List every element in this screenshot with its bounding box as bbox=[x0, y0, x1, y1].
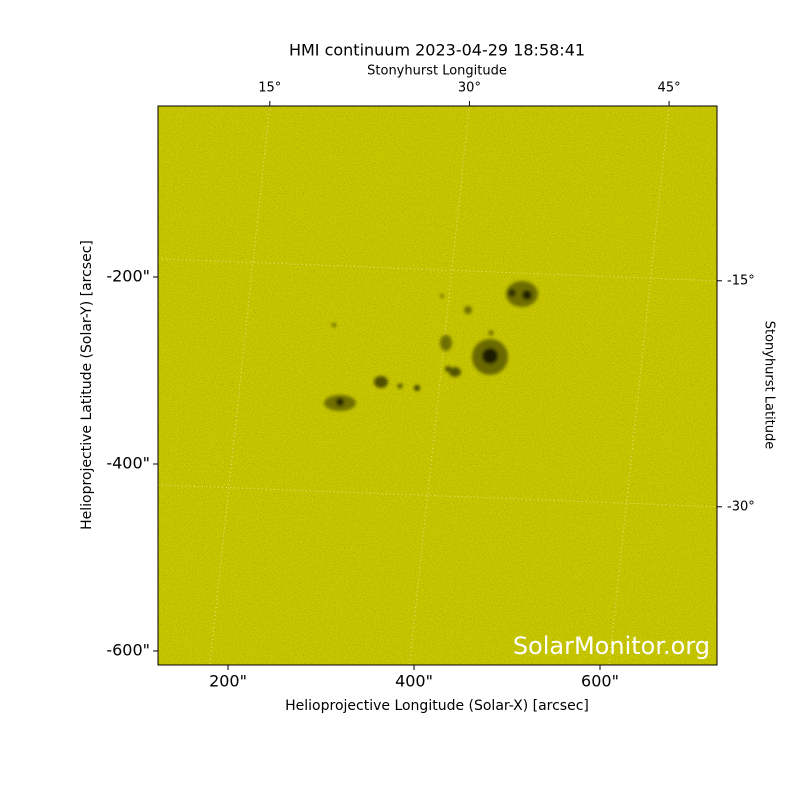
plot-frame bbox=[157, 105, 718, 666]
x-axis-label: Helioprojective Longitude (Solar-X) [arc… bbox=[285, 698, 589, 714]
y2-tick-label: -30° bbox=[727, 499, 755, 514]
y2-axis-label: Stonyhurst Latitude bbox=[762, 321, 777, 450]
y-axis-label: Helioprojective Latitude (Solar-Y) [arcs… bbox=[79, 240, 95, 530]
watermark: SolarMonitor.org bbox=[513, 632, 710, 660]
y2-tick-label: -15° bbox=[727, 273, 755, 288]
x-tick-label: 400" bbox=[395, 672, 433, 691]
sunspots bbox=[324, 281, 538, 411]
y-tick-label: -600" bbox=[106, 640, 150, 659]
chart-title: HMI continuum 2023-04-29 18:58:41 bbox=[289, 41, 585, 60]
x2-tick-label: 45° bbox=[658, 81, 681, 96]
x2-axis-label: Stonyhurst Longitude bbox=[367, 64, 507, 79]
plot-area: SolarMonitor.org bbox=[158, 106, 717, 665]
grid-line bbox=[608, 106, 670, 665]
x-tick-label: 600" bbox=[581, 672, 619, 691]
grid-line bbox=[408, 106, 470, 665]
x2-tick-label: 30° bbox=[458, 81, 481, 96]
grid-line bbox=[209, 106, 271, 665]
x2-tick-label: 15° bbox=[258, 81, 281, 96]
x-tick-label: 200" bbox=[209, 672, 247, 691]
y-tick-label: -200" bbox=[106, 267, 150, 286]
y-tick-label: -400" bbox=[106, 453, 150, 472]
image-noise bbox=[158, 106, 717, 665]
